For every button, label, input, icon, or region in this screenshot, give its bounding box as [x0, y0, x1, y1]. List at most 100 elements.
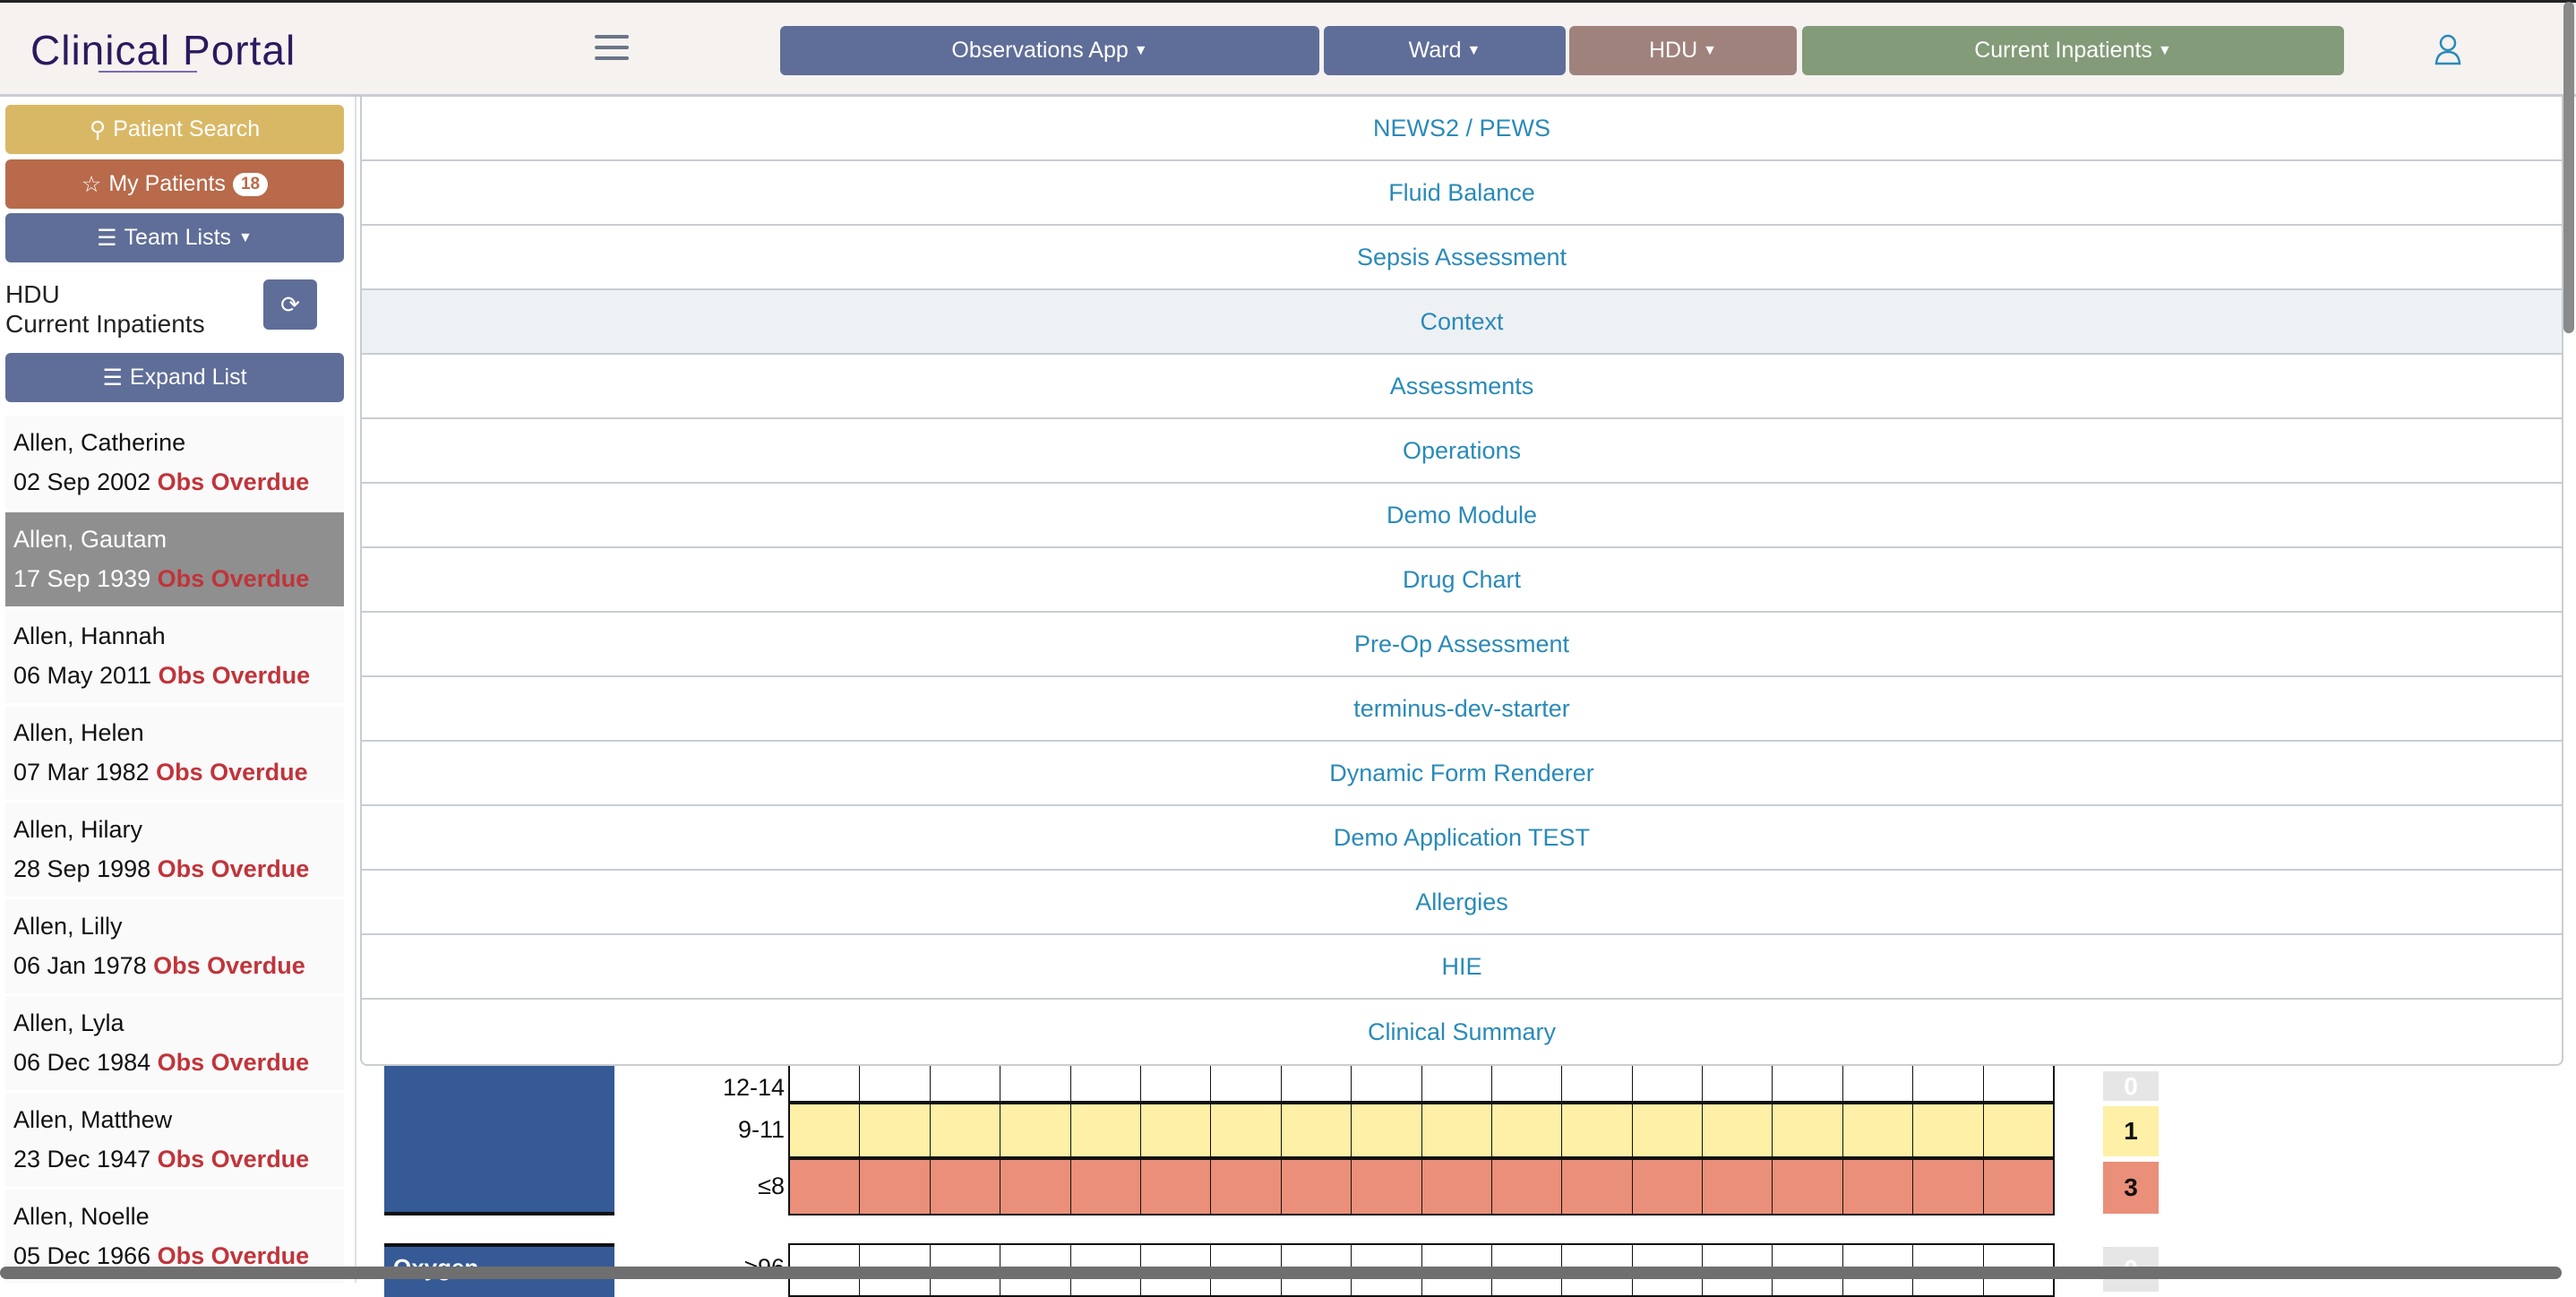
menu-item[interactable]: NEWS2 / PEWS	[362, 97, 2562, 161]
chart-cell[interactable]	[1000, 1104, 1071, 1156]
observations-app-dropdown[interactable]: Observations App ▼	[780, 26, 1319, 75]
chart-cell[interactable]	[790, 1050, 861, 1101]
row-label: 12-14	[722, 1074, 785, 1101]
current-inpatients-dropdown[interactable]: Current Inpatients ▼	[1802, 26, 2344, 75]
patient-dob: 06 Dec 1984	[13, 1049, 151, 1076]
menu-item[interactable]: Demo Module	[362, 484, 2562, 548]
chart-cell[interactable]	[790, 1104, 861, 1156]
chart-cell[interactable]	[1352, 1104, 1422, 1156]
button-label: Team Lists	[124, 225, 232, 250]
team-lists-dropdown[interactable]: ☰ Team Lists ▼	[5, 213, 344, 262]
chart-cell[interactable]	[1071, 1104, 1141, 1156]
chart-cell[interactable]	[1773, 1160, 1843, 1214]
chart-cell[interactable]	[1422, 1160, 1492, 1214]
chart-cell[interactable]	[1913, 1104, 1984, 1156]
patient-list-item[interactable]: Allen, Gautam 17 Sep 1939 Obs Overdue	[5, 512, 344, 609]
nav-label: Current Inpatients	[1974, 38, 2152, 63]
menu-item[interactable]: Operations	[362, 419, 2562, 484]
menu-item[interactable]: Assessments	[362, 355, 2562, 419]
menu-item[interactable]: Allergies	[362, 871, 2562, 935]
chart-cell[interactable]	[1211, 1104, 1282, 1156]
patient-list-item[interactable]: Allen, Hilary 28 Sep 1998 Obs Overdue	[5, 803, 344, 899]
patient-dob: 02 Sep 2002	[13, 468, 151, 495]
chart-cell[interactable]	[1071, 1160, 1141, 1214]
patient-list-item[interactable]: Allen, Helen 07 Mar 1982 Obs Overdue	[5, 706, 344, 803]
chart-cell[interactable]	[1703, 1104, 1773, 1156]
obs-status: Obs Overdue	[157, 855, 310, 882]
expand-list-button[interactable]: ☰ Expand List	[5, 353, 344, 402]
search-icon: ⚲	[89, 116, 107, 142]
chart-cell[interactable]	[1000, 1050, 1071, 1101]
menu-item[interactable]: Dynamic Form Renderer	[362, 742, 2562, 806]
chart-cell[interactable]	[1211, 1160, 1282, 1214]
chart-cell[interactable]	[1000, 1160, 1071, 1214]
chart-cell[interactable]	[1562, 1104, 1633, 1156]
chart-cell[interactable]	[1843, 1160, 1914, 1214]
patient-list-item[interactable]: Allen, Hannah 06 May 2011 Obs Overdue	[5, 609, 344, 706]
chart-cell[interactable]	[1492, 1050, 1563, 1101]
patient-list-item[interactable]: Allen, Lilly 06 Jan 1978 Obs Overdue	[5, 899, 344, 996]
chart-cell[interactable]	[860, 1160, 931, 1214]
chart-cell[interactable]	[931, 1160, 1001, 1214]
menu-item[interactable]: Drug Chart	[362, 548, 2562, 613]
menu-item[interactable]: Sepsis Assessment	[362, 226, 2562, 290]
menu-item[interactable]: Pre-Op Assessment	[362, 613, 2562, 677]
hamburger-menu-icon[interactable]	[595, 35, 629, 64]
menu-item[interactable]: terminus-dev-starter	[362, 677, 2562, 742]
chart-cell[interactable]	[1843, 1104, 1914, 1156]
chart-cell[interactable]	[931, 1104, 1001, 1156]
menu-item[interactable]: Demo Application TEST	[362, 806, 2562, 871]
chart-cell[interactable]	[1984, 1104, 2053, 1156]
hdu-dropdown[interactable]: HDU ▼	[1569, 26, 1797, 75]
chart-cell[interactable]	[1633, 1050, 1704, 1101]
chart-cell[interactable]	[1703, 1050, 1773, 1101]
chart-cell[interactable]	[1352, 1050, 1422, 1101]
chart-cell[interactable]	[1211, 1050, 1282, 1101]
chart-cell[interactable]	[1492, 1104, 1563, 1156]
chart-cell[interactable]	[1562, 1160, 1633, 1214]
chart-cell[interactable]	[1773, 1050, 1843, 1101]
menu-item[interactable]: Fluid Balance	[362, 161, 2562, 226]
chart-cell[interactable]	[1492, 1160, 1563, 1214]
refresh-icon[interactable]: ⟳	[263, 279, 317, 330]
menu-item[interactable]: Context	[362, 290, 2562, 355]
chart-cell[interactable]	[1141, 1050, 1212, 1101]
horizontal-scrollbar[interactable]	[0, 1267, 2562, 1279]
patient-list-item[interactable]: Allen, Lyla 06 Dec 1984 Obs Overdue	[5, 996, 344, 1093]
my-patients-button[interactable]: ☆ My Patients 18	[5, 159, 344, 209]
chart-cell[interactable]	[1141, 1104, 1212, 1156]
chart-cell[interactable]	[1282, 1160, 1352, 1214]
chart-cell[interactable]	[860, 1104, 931, 1156]
obs-status: Obs Overdue	[157, 1146, 310, 1172]
vertical-scrollbar[interactable]	[2563, 2, 2574, 333]
user-icon[interactable]	[2434, 33, 2461, 65]
patient-search-button[interactable]: ⚲ Patient Search	[5, 105, 344, 154]
chart-cell[interactable]	[1562, 1050, 1633, 1101]
chart-cell[interactable]	[1352, 1160, 1422, 1214]
chart-cell[interactable]	[1913, 1160, 1984, 1214]
chart-cell[interactable]	[1141, 1160, 1212, 1214]
patient-name: Allen, Matthew	[13, 1106, 173, 1133]
chart-cell[interactable]	[1282, 1050, 1352, 1101]
chart-cell[interactable]	[1422, 1104, 1492, 1156]
chart-cell[interactable]	[1633, 1104, 1704, 1156]
chart-cell[interactable]	[790, 1160, 861, 1214]
chart-cell[interactable]	[1843, 1050, 1914, 1101]
chart-cell[interactable]	[1422, 1050, 1492, 1101]
chart-cell[interactable]	[1282, 1104, 1352, 1156]
chart-cell[interactable]	[1984, 1160, 2053, 1214]
chart-cell[interactable]	[860, 1050, 931, 1101]
chart-cell[interactable]	[1071, 1050, 1141, 1101]
chart-cell[interactable]	[1633, 1160, 1704, 1214]
patient-list-item[interactable]: Allen, Matthew 23 Dec 1947 Obs Overdue	[5, 1093, 344, 1190]
chart-cell[interactable]	[1773, 1104, 1843, 1156]
menu-item[interactable]: HIE	[362, 935, 2562, 1000]
chart-cell[interactable]	[1703, 1160, 1773, 1214]
chart-cell[interactable]	[931, 1050, 1001, 1101]
clinical-portal-logo[interactable]: Clinical Portal	[30, 27, 296, 73]
menu-item[interactable]: Clinical Summary	[1367, 1018, 1557, 1045]
patient-dob: 06 May 2011	[13, 662, 152, 689]
ward-dropdown[interactable]: Ward ▼	[1324, 26, 1566, 75]
patient-list-item[interactable]: Allen, Catherine 02 Sep 2002 Obs Overdue	[5, 416, 344, 512]
chart-cell[interactable]	[1913, 1050, 1984, 1101]
